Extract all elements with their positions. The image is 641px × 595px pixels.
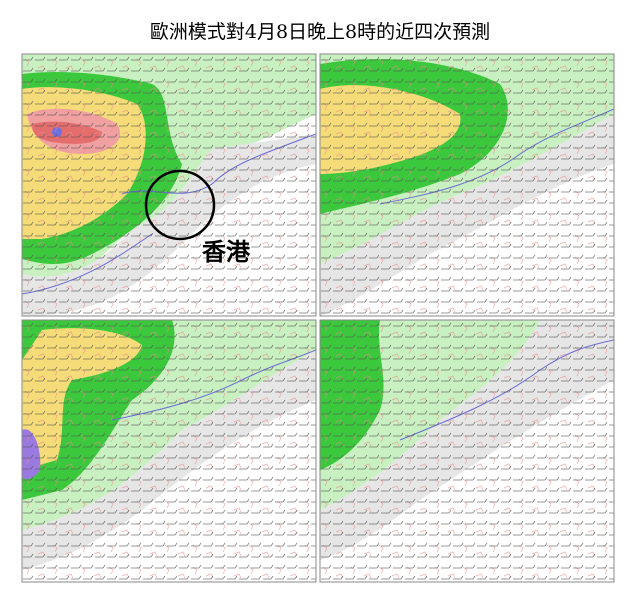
forecast-panel: 香港 bbox=[21, 53, 317, 317]
hk-circle bbox=[144, 169, 216, 241]
forecast-panel bbox=[319, 53, 615, 317]
forecast-panel bbox=[319, 319, 615, 583]
forecast-panel bbox=[21, 319, 317, 583]
hk-label: 香港 bbox=[202, 238, 251, 266]
figure-title: 歐洲模式對4月8日晚上8時的近四次預測 bbox=[150, 21, 490, 43]
